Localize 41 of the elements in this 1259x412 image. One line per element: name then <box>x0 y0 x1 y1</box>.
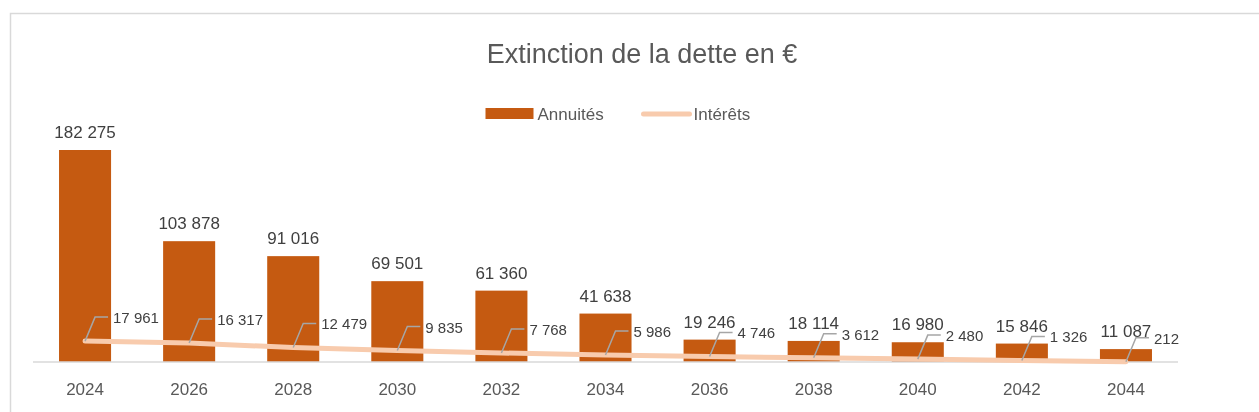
data-label: 9 835 <box>425 318 463 336</box>
data-label: 1 326 <box>1049 328 1088 346</box>
bar <box>267 256 320 362</box>
data-label: 15 846 <box>995 316 1048 336</box>
data-label: 212 <box>1153 329 1179 347</box>
data-label: 5 986 <box>633 323 672 341</box>
x-tick-label: 2028 <box>274 380 313 399</box>
legend-label: Annuités <box>537 105 604 124</box>
data-label: 61 360 <box>475 263 528 283</box>
data-label: 19 246 <box>683 312 736 332</box>
x-tick-label: 2030 <box>378 380 417 399</box>
data-label: 16 980 <box>891 315 944 335</box>
data-label: 91 016 <box>267 229 320 249</box>
data-label: 12 479 <box>321 315 368 333</box>
data-label: 11 087 <box>1100 322 1152 342</box>
bar <box>59 150 112 362</box>
bar <box>475 290 528 362</box>
bar <box>163 241 216 362</box>
x-tick-label: 2032 <box>482 380 521 399</box>
data-label: 41 638 <box>579 286 632 306</box>
data-label: 3 612 <box>841 325 880 343</box>
bar <box>371 281 424 362</box>
data-label: 4 746 <box>737 324 776 342</box>
x-tick-label: 2038 <box>794 380 833 399</box>
data-label: 16 317 <box>217 311 264 329</box>
x-tick-label: 2040 <box>898 380 937 399</box>
data-label: 7 768 <box>529 320 567 338</box>
x-tick-label: 2044 <box>1107 380 1145 399</box>
data-label: 18 114 <box>788 313 840 333</box>
legend-label: Intérêts <box>693 105 751 124</box>
x-tick-label: 2034 <box>586 380 625 399</box>
data-label: 69 501 <box>371 254 424 274</box>
x-tick-label: 2026 <box>170 380 209 399</box>
x-tick-label: 2036 <box>690 380 729 399</box>
data-label: 2 480 <box>945 327 984 345</box>
x-tick-label: 2024 <box>66 380 104 399</box>
data-label: 17 961 <box>113 309 159 327</box>
x-tick-label: 2042 <box>1002 380 1041 399</box>
chart-title: Extinction de la dette en € <box>486 39 798 69</box>
data-label: 103 878 <box>158 214 220 234</box>
data-label: 182 275 <box>54 123 116 142</box>
